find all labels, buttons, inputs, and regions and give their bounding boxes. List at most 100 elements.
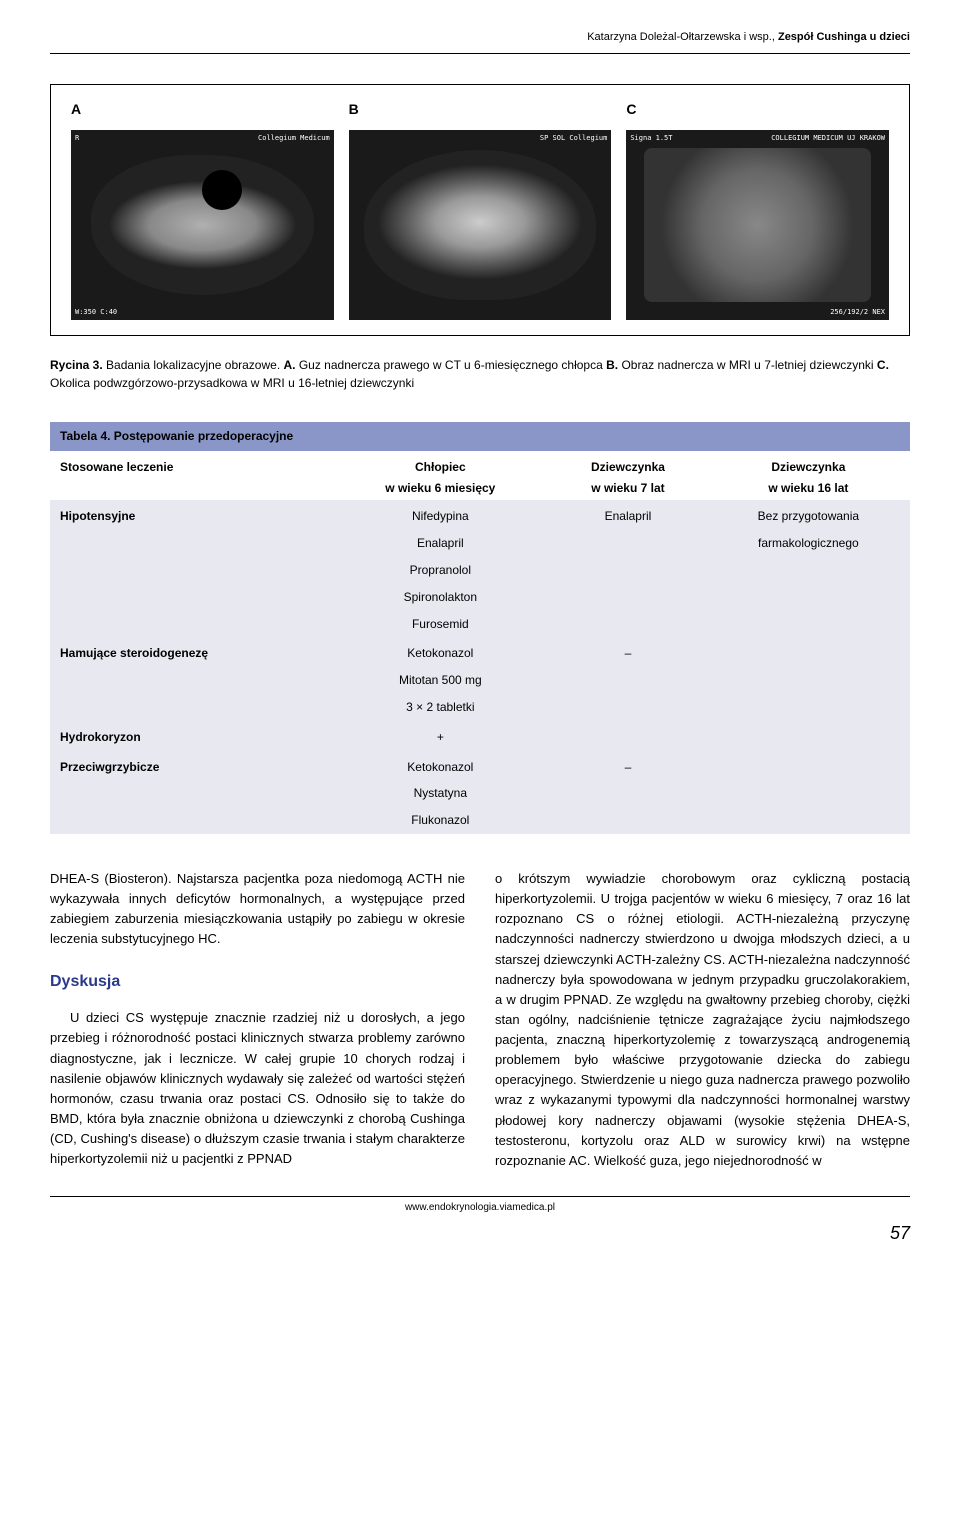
header-authors: Katarzyna Doleżal-Ołtarzewska i wsp. <box>587 31 772 43</box>
table-4: Tabela 4. Postępowanie przedoperacyjne S… <box>50 422 910 834</box>
table-cell: 3 × 2 tabletki <box>331 694 549 721</box>
table-cell: farmakologicznego <box>707 530 910 557</box>
column-left: DHEA-S (Biosteron). Najstarsza pacjentka… <box>50 869 465 1171</box>
table-row: Furosemid <box>50 611 910 638</box>
table-row: HipotensyjneNifedypinaEnalaprilBez przyg… <box>50 500 910 530</box>
table-cell: – <box>549 751 706 781</box>
table-cell <box>50 667 331 694</box>
table-cell <box>549 611 706 638</box>
body-columns: DHEA-S (Biosteron). Najstarsza pacjentka… <box>50 869 910 1171</box>
figure-label-a: A <box>71 100 334 120</box>
scan-meta: 256/192/2 NEX <box>830 308 885 316</box>
table-cell <box>549 694 706 721</box>
figure-b: B SP SOL Collegium <box>349 100 612 320</box>
figure-caption-c-text: Okolica podwzgórzowo-przysadkowa w MRI u… <box>50 376 414 390</box>
figure-caption-b: B. <box>606 358 618 372</box>
treatment-table: Stosowane leczenie Chłopiec Dziewczynka … <box>50 451 910 834</box>
table-col-header: Stosowane leczenie <box>50 451 331 480</box>
table-row: Hydrokoryzon+ <box>50 721 910 751</box>
table-cell <box>707 667 910 694</box>
table-cell: Enalapril <box>549 500 706 530</box>
table-col-header: Dziewczynka <box>707 451 910 480</box>
table-cell: Mitotan 500 mg <box>331 667 549 694</box>
table-cell <box>549 557 706 584</box>
table-row: Mitotan 500 mg <box>50 667 910 694</box>
mri-scan-image-b: SP SOL Collegium <box>349 130 612 320</box>
table-cell: Flukonazol <box>331 807 549 834</box>
scan-meta: W:350 C:40 <box>75 308 117 316</box>
table-cell: Nystatyna <box>331 780 549 807</box>
table-cell <box>707 584 910 611</box>
table-cell <box>707 751 910 781</box>
table-col-header: Dziewczynka <box>549 451 706 480</box>
table-cell <box>50 780 331 807</box>
page-number: 57 <box>50 1221 910 1246</box>
scan-meta: SP SOL Collegium <box>540 134 607 142</box>
table-cell <box>50 584 331 611</box>
scan-meta: Signa 1.5T <box>630 134 672 142</box>
table-body: HipotensyjneNifedypinaEnalaprilBez przyg… <box>50 500 910 834</box>
table-cell: Bez przygotowania <box>707 500 910 530</box>
table-cell: Ketokonazol <box>331 637 549 667</box>
table-cell <box>707 807 910 834</box>
figure-caption: Rycina 3. Badania lokalizacyjne obrazowe… <box>50 356 910 392</box>
table-cell <box>707 611 910 638</box>
figure-caption-b-text: Obraz nadnercza w MRI u 7-letniej dziewc… <box>621 358 873 372</box>
table-cell: + <box>331 721 549 751</box>
table-cell: Enalapril <box>331 530 549 557</box>
table-col-sub <box>50 480 331 501</box>
table-cell: Przeciwgrzybicze <box>50 751 331 781</box>
mri-scan-image-c: Signa 1.5T COLLEGIUM MEDICUM UJ KRAKOW 2… <box>626 130 889 320</box>
table-row: Hamujące steroidogenezęKetokonazol– <box>50 637 910 667</box>
footer-url: www.endokrynologia.viamedica.pl <box>50 1197 910 1215</box>
table-cell <box>707 637 910 667</box>
table-cell <box>549 721 706 751</box>
table-cell <box>549 530 706 557</box>
figure-a: A R Collegium Medicum W:350 C:40 <box>71 100 334 320</box>
table-row: 3 × 2 tabletki <box>50 694 910 721</box>
figure-panel: A R Collegium Medicum W:350 C:40 B SP SO… <box>50 84 910 336</box>
table-cell: Ketokonazol <box>331 751 549 781</box>
table-cell: Propranolol <box>331 557 549 584</box>
table-cell: Hipotensyjne <box>50 500 331 530</box>
table-cell: Spironolakton <box>331 584 549 611</box>
header-title: Zespół Cushinga u dzieci <box>778 31 910 43</box>
table-cell: Hamujące steroidogenezę <box>50 637 331 667</box>
table-cell <box>549 780 706 807</box>
column-right: o krótszym wywiadzie chorobowym oraz cyk… <box>495 869 910 1171</box>
figure-caption-a: A. <box>284 358 296 372</box>
table-row: Nystatyna <box>50 780 910 807</box>
table-col-sub: w wieku 7 lat <box>549 480 706 501</box>
header-rule <box>50 53 910 54</box>
body-paragraph: o krótszym wywiadzie chorobowym oraz cyk… <box>495 869 910 1171</box>
table-cell <box>50 530 331 557</box>
table-cell <box>50 611 331 638</box>
figure-caption-text: Badania lokalizacyjne obrazowe. <box>106 358 280 372</box>
table-cell <box>50 807 331 834</box>
table-cell <box>549 807 706 834</box>
figure-caption-a-text: Guz nadnercza prawego w CT u 6-miesięczn… <box>299 358 603 372</box>
table-col-sub: w wieku 6 miesięcy <box>331 480 549 501</box>
table-cell <box>707 780 910 807</box>
table-cell: Nifedypina <box>331 500 549 530</box>
figure-caption-c: C. <box>877 358 889 372</box>
table-col-sub: w wieku 16 lat <box>707 480 910 501</box>
table-cell <box>50 694 331 721</box>
table-cell <box>707 721 910 751</box>
section-heading-dyskusja: Dyskusja <box>50 970 465 995</box>
table-row: Propranolol <box>50 557 910 584</box>
table-cell: Hydrokoryzon <box>50 721 331 751</box>
running-header: Katarzyna Doleżal-Ołtarzewska i wsp., Ze… <box>50 30 910 45</box>
table-row: Flukonazol <box>50 807 910 834</box>
table-cell <box>549 584 706 611</box>
table-col-header: Chłopiec <box>331 451 549 480</box>
body-paragraph: U dzieci CS występuje znacznie rzadziej … <box>50 1008 465 1169</box>
scan-meta: Collegium Medicum <box>258 134 330 142</box>
table-cell <box>707 694 910 721</box>
table-row: Enalapril farmakologicznego <box>50 530 910 557</box>
table-cell <box>707 557 910 584</box>
table-cell: Furosemid <box>331 611 549 638</box>
table-cell <box>549 667 706 694</box>
figure-c: C Signa 1.5T COLLEGIUM MEDICUM UJ KRAKOW… <box>626 100 889 320</box>
table-row: PrzeciwgrzybiczeKetokonazol– <box>50 751 910 781</box>
